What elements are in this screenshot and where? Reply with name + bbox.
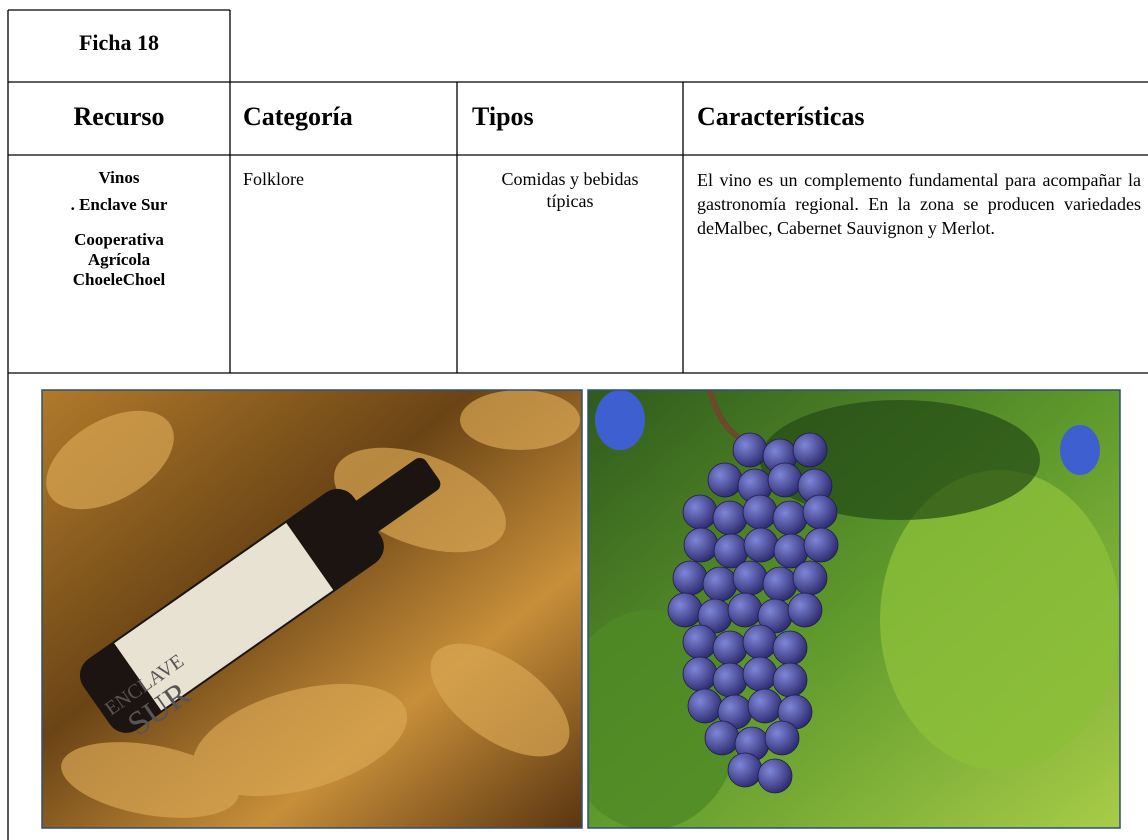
grape xyxy=(682,656,718,692)
grape xyxy=(672,560,708,596)
grape xyxy=(682,624,718,660)
column-header: Características xyxy=(697,102,865,131)
grape xyxy=(732,560,768,596)
resource-name: Vinos xyxy=(98,168,140,187)
grape xyxy=(757,758,793,794)
grape xyxy=(683,527,719,563)
grape xyxy=(767,462,803,498)
resource-producer: Cooperativa Agrícola ChoeleChoel xyxy=(72,230,166,289)
grape xyxy=(787,592,823,628)
grape xyxy=(712,630,748,666)
grape xyxy=(667,592,703,628)
grape xyxy=(772,662,808,698)
grape xyxy=(747,688,783,724)
bottle xyxy=(79,457,441,733)
grape xyxy=(727,752,763,788)
grape xyxy=(707,462,743,498)
characteristics: El vino es un complemento fundamental pa… xyxy=(697,170,1141,238)
grape xyxy=(802,494,838,530)
photo-wine-bottle xyxy=(42,390,582,828)
category: Folklore xyxy=(243,169,304,189)
grape xyxy=(702,566,738,602)
grape-bunch xyxy=(667,432,839,794)
photo-frame xyxy=(41,389,583,829)
grape xyxy=(727,592,763,628)
grape xyxy=(712,500,748,536)
grape xyxy=(764,720,800,756)
grape xyxy=(687,688,723,724)
photo-grapes xyxy=(588,390,1120,828)
grape xyxy=(732,432,768,468)
grape xyxy=(704,720,740,756)
grape xyxy=(742,494,778,530)
grape xyxy=(792,560,828,596)
grape xyxy=(792,432,828,468)
grape xyxy=(762,566,798,602)
column-header: Tipos xyxy=(472,102,534,131)
grape xyxy=(772,630,808,666)
grape xyxy=(743,527,779,563)
resource-brand: . Enclave Sur xyxy=(70,195,168,214)
photo-frame xyxy=(587,389,1121,829)
grape xyxy=(742,624,778,660)
grape xyxy=(742,656,778,692)
grape xyxy=(682,494,718,530)
type: Comidas y bebidas típicas xyxy=(501,169,639,211)
grape xyxy=(803,527,839,563)
sheet-title: Ficha 18 xyxy=(78,30,160,55)
table-lines xyxy=(7,9,1148,840)
column-header: Categoría xyxy=(243,102,353,131)
grape xyxy=(712,662,748,698)
grape xyxy=(772,500,808,536)
column-header: Recurso xyxy=(73,102,165,131)
